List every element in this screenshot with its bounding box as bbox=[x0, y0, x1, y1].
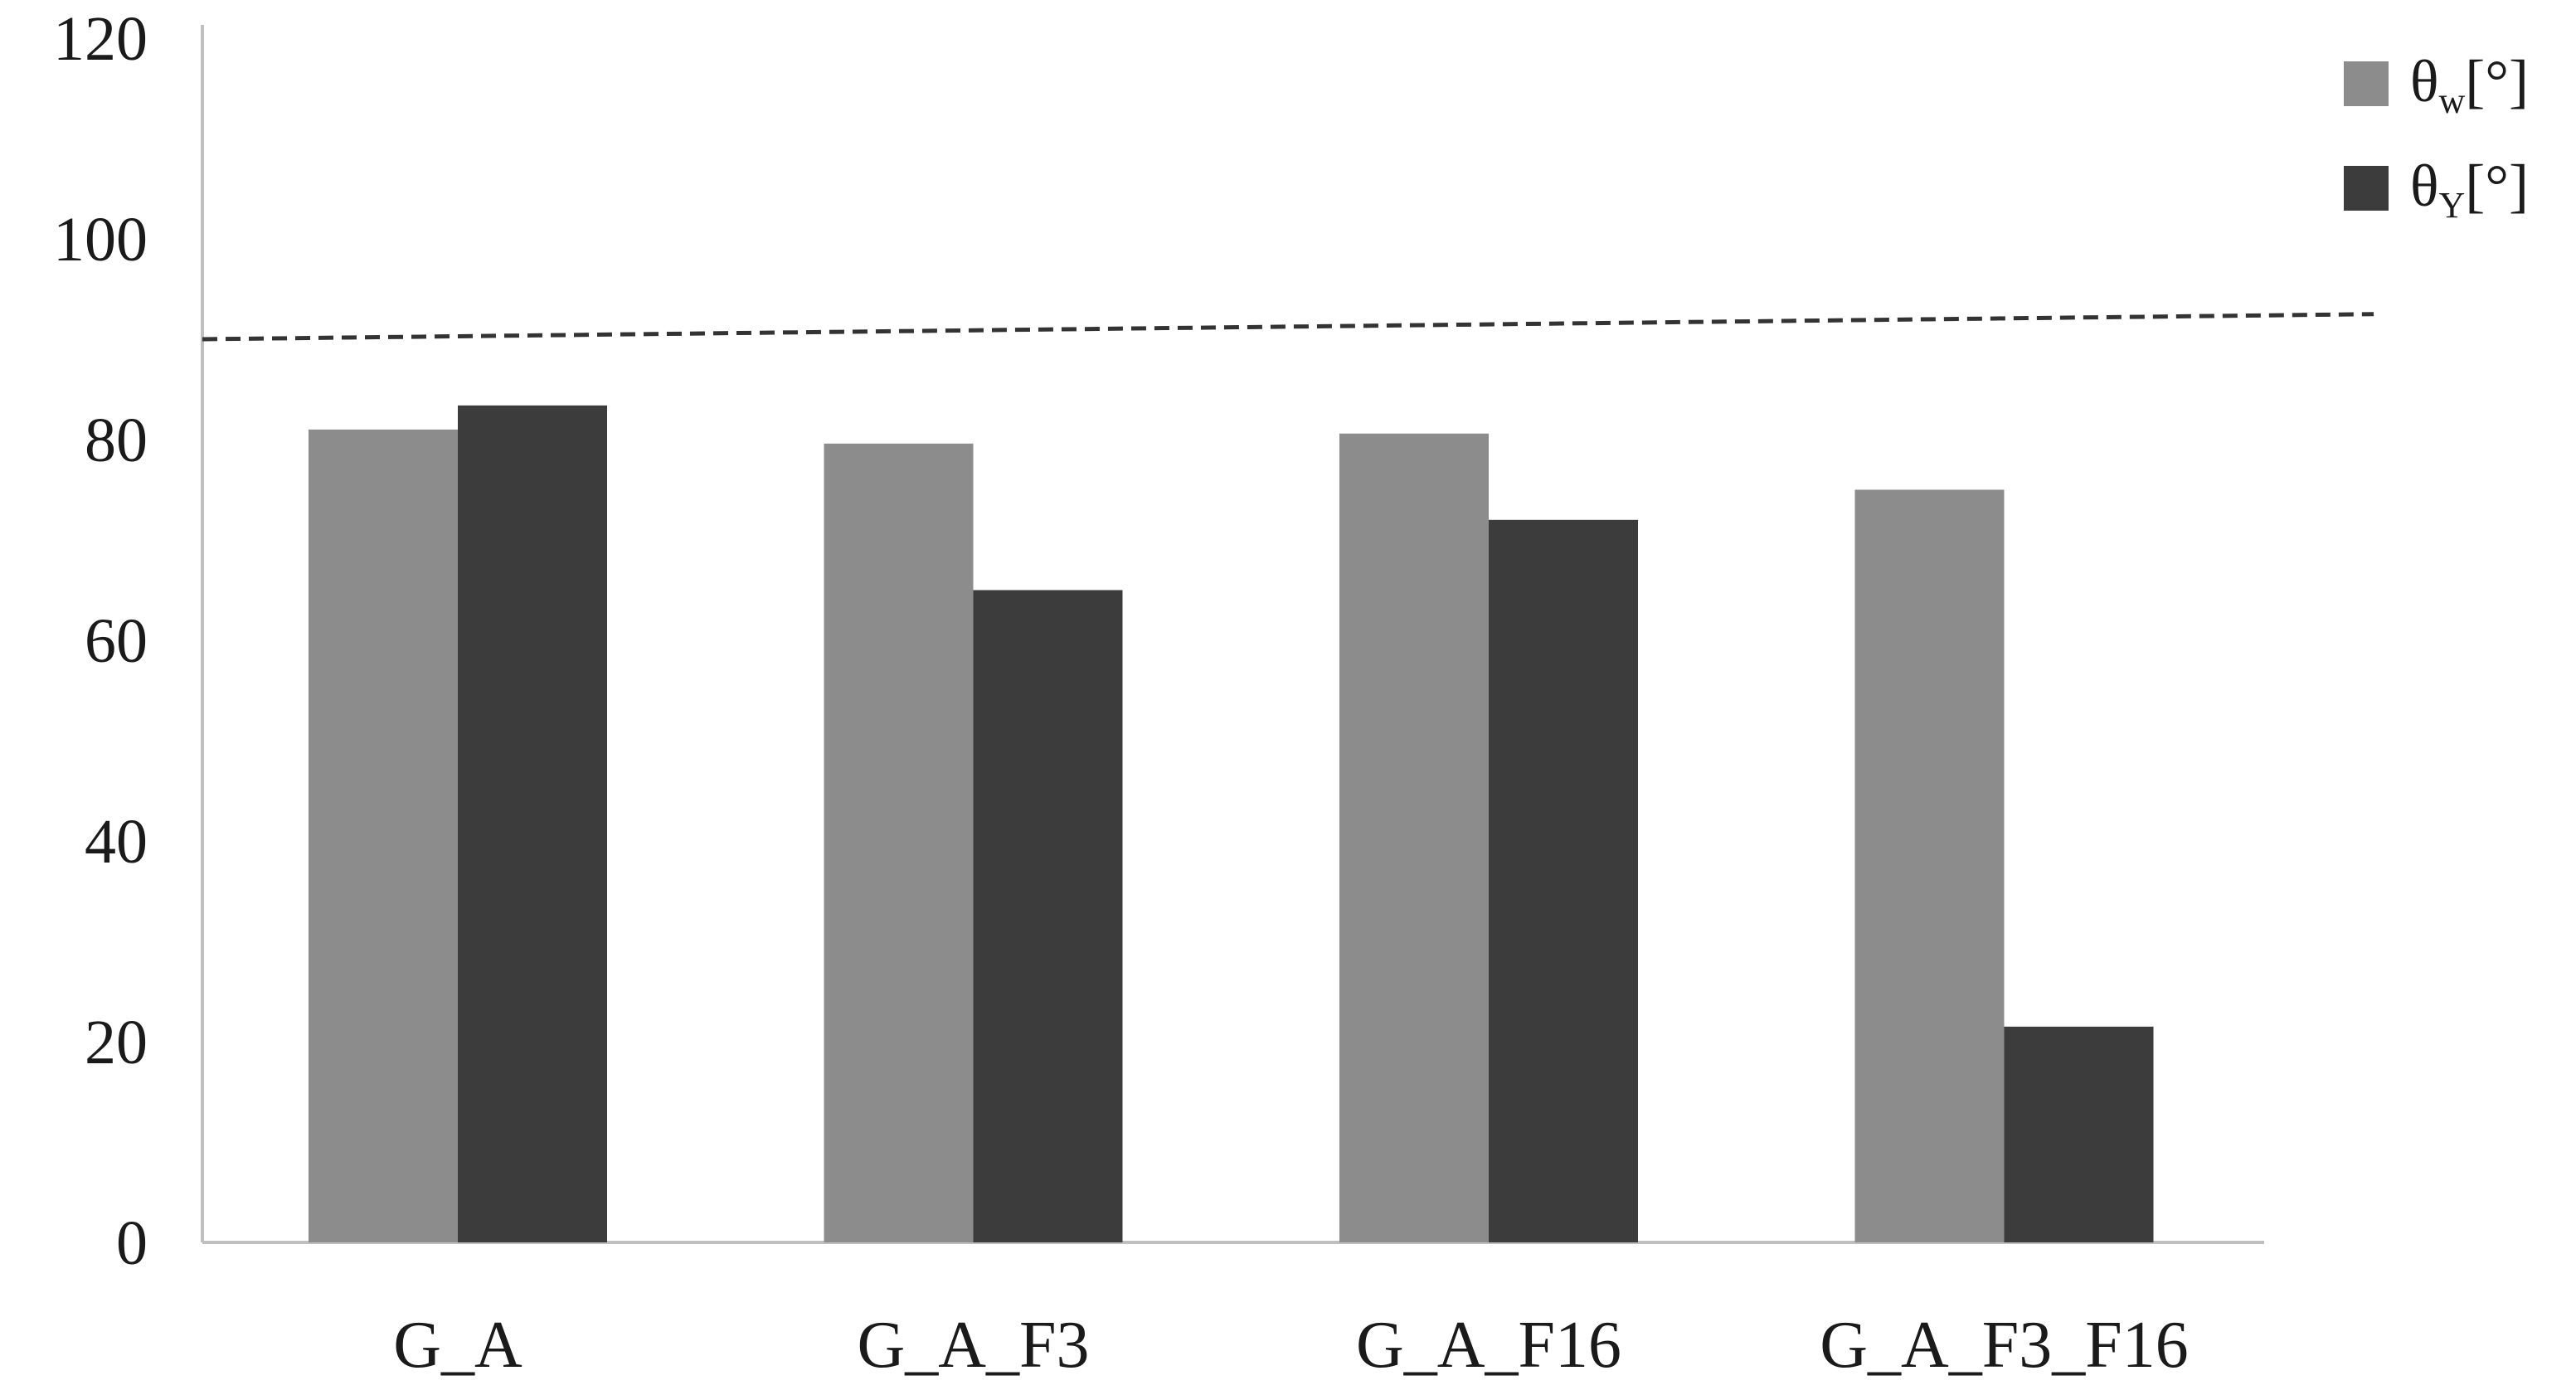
legend-swatch bbox=[2344, 61, 2389, 106]
bar-theta-y-g-a-f3 bbox=[973, 590, 1123, 1242]
bar-theta-y-g-a bbox=[458, 405, 607, 1242]
bar-theta-y-g-a-f3-f16 bbox=[2004, 1026, 2154, 1242]
legend-label: θw[°] bbox=[2410, 48, 2529, 121]
bar-theta-w-g-a-f3-f16 bbox=[1854, 489, 2005, 1242]
x-axis-labels: G_A G_A_F3 G_A_F16 G_A_F3_F16 bbox=[393, 1309, 2189, 1382]
bar-theta-w-g-a bbox=[309, 429, 458, 1242]
bar-theta-w-g-a-f3 bbox=[824, 443, 974, 1242]
legend-label: θY[°] bbox=[2410, 153, 2529, 226]
x-category-label: G_A bbox=[393, 1309, 522, 1382]
y-axis-ticks: 0 20 40 60 80 100 120 bbox=[53, 4, 148, 1278]
legend-swatch bbox=[2344, 166, 2389, 211]
y-tick-label: 80 bbox=[85, 406, 148, 475]
x-category-label: G_A_F3_F16 bbox=[1820, 1309, 2189, 1382]
legend: θw[°] θY[°] bbox=[2344, 48, 2529, 226]
reference-line-group bbox=[202, 312, 2374, 342]
bar-theta-w-g-a-f16 bbox=[1339, 433, 1489, 1242]
bars bbox=[309, 405, 2154, 1242]
y-tick-label: 40 bbox=[85, 807, 148, 877]
y-tick-label: 0 bbox=[116, 1208, 148, 1278]
x-category-label: G_A_F16 bbox=[1356, 1309, 1621, 1382]
bar-theta-y-g-a-f16 bbox=[1489, 519, 1638, 1242]
reference-line bbox=[202, 312, 2374, 342]
y-tick-label: 100 bbox=[53, 205, 148, 275]
x-category-label: G_A_F3 bbox=[857, 1309, 1089, 1382]
y-tick-label: 120 bbox=[53, 4, 148, 74]
y-tick-label: 60 bbox=[85, 606, 148, 676]
y-tick-label: 20 bbox=[85, 1008, 148, 1077]
